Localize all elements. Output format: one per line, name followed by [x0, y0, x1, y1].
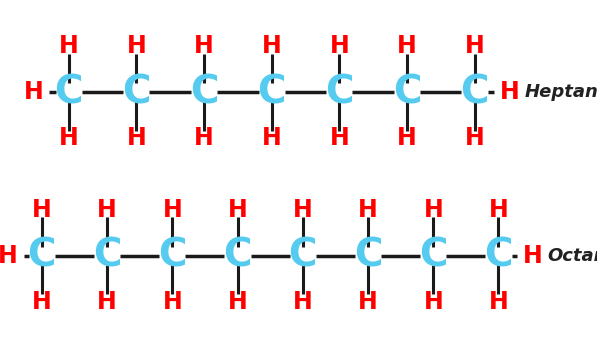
Text: H: H	[464, 34, 485, 58]
Text: H: H	[488, 290, 509, 314]
Text: H: H	[464, 126, 485, 150]
Text: H: H	[227, 290, 247, 314]
Text: Octane: Octane	[547, 247, 597, 265]
Text: C: C	[484, 237, 513, 275]
Text: H: H	[194, 126, 214, 150]
Text: H: H	[500, 80, 519, 104]
Text: H: H	[59, 126, 79, 150]
Text: H: H	[194, 34, 214, 58]
Text: H: H	[330, 126, 349, 150]
Text: H: H	[0, 244, 18, 268]
Text: H: H	[397, 34, 417, 58]
Text: C: C	[223, 237, 252, 275]
Text: C: C	[54, 73, 83, 111]
Text: C: C	[288, 237, 317, 275]
Text: H: H	[293, 198, 313, 222]
Text: C: C	[354, 237, 382, 275]
Text: H: H	[522, 244, 542, 268]
Text: C: C	[325, 73, 353, 111]
Text: H: H	[488, 198, 509, 222]
Text: Heptane: Heptane	[525, 83, 597, 101]
Text: C: C	[27, 237, 56, 275]
Text: H: H	[97, 290, 117, 314]
Text: C: C	[257, 73, 286, 111]
Text: C: C	[419, 237, 448, 275]
Text: H: H	[127, 126, 146, 150]
Text: H: H	[397, 126, 417, 150]
Text: H: H	[423, 290, 443, 314]
Text: H: H	[358, 290, 378, 314]
Text: H: H	[358, 198, 378, 222]
Text: H: H	[261, 34, 282, 58]
Text: H: H	[32, 198, 52, 222]
Text: C: C	[93, 237, 121, 275]
Text: H: H	[162, 290, 182, 314]
Text: H: H	[330, 34, 349, 58]
Text: H: H	[32, 290, 52, 314]
Text: H: H	[59, 34, 79, 58]
Text: H: H	[97, 198, 117, 222]
Text: C: C	[460, 73, 489, 111]
Text: H: H	[261, 126, 282, 150]
Text: H: H	[423, 198, 443, 222]
Text: H: H	[127, 34, 146, 58]
Text: C: C	[190, 73, 219, 111]
Text: H: H	[227, 198, 247, 222]
Text: H: H	[162, 198, 182, 222]
Text: C: C	[122, 73, 150, 111]
Text: H: H	[293, 290, 313, 314]
Text: H: H	[24, 80, 44, 104]
Text: C: C	[158, 237, 186, 275]
Text: C: C	[393, 73, 421, 111]
